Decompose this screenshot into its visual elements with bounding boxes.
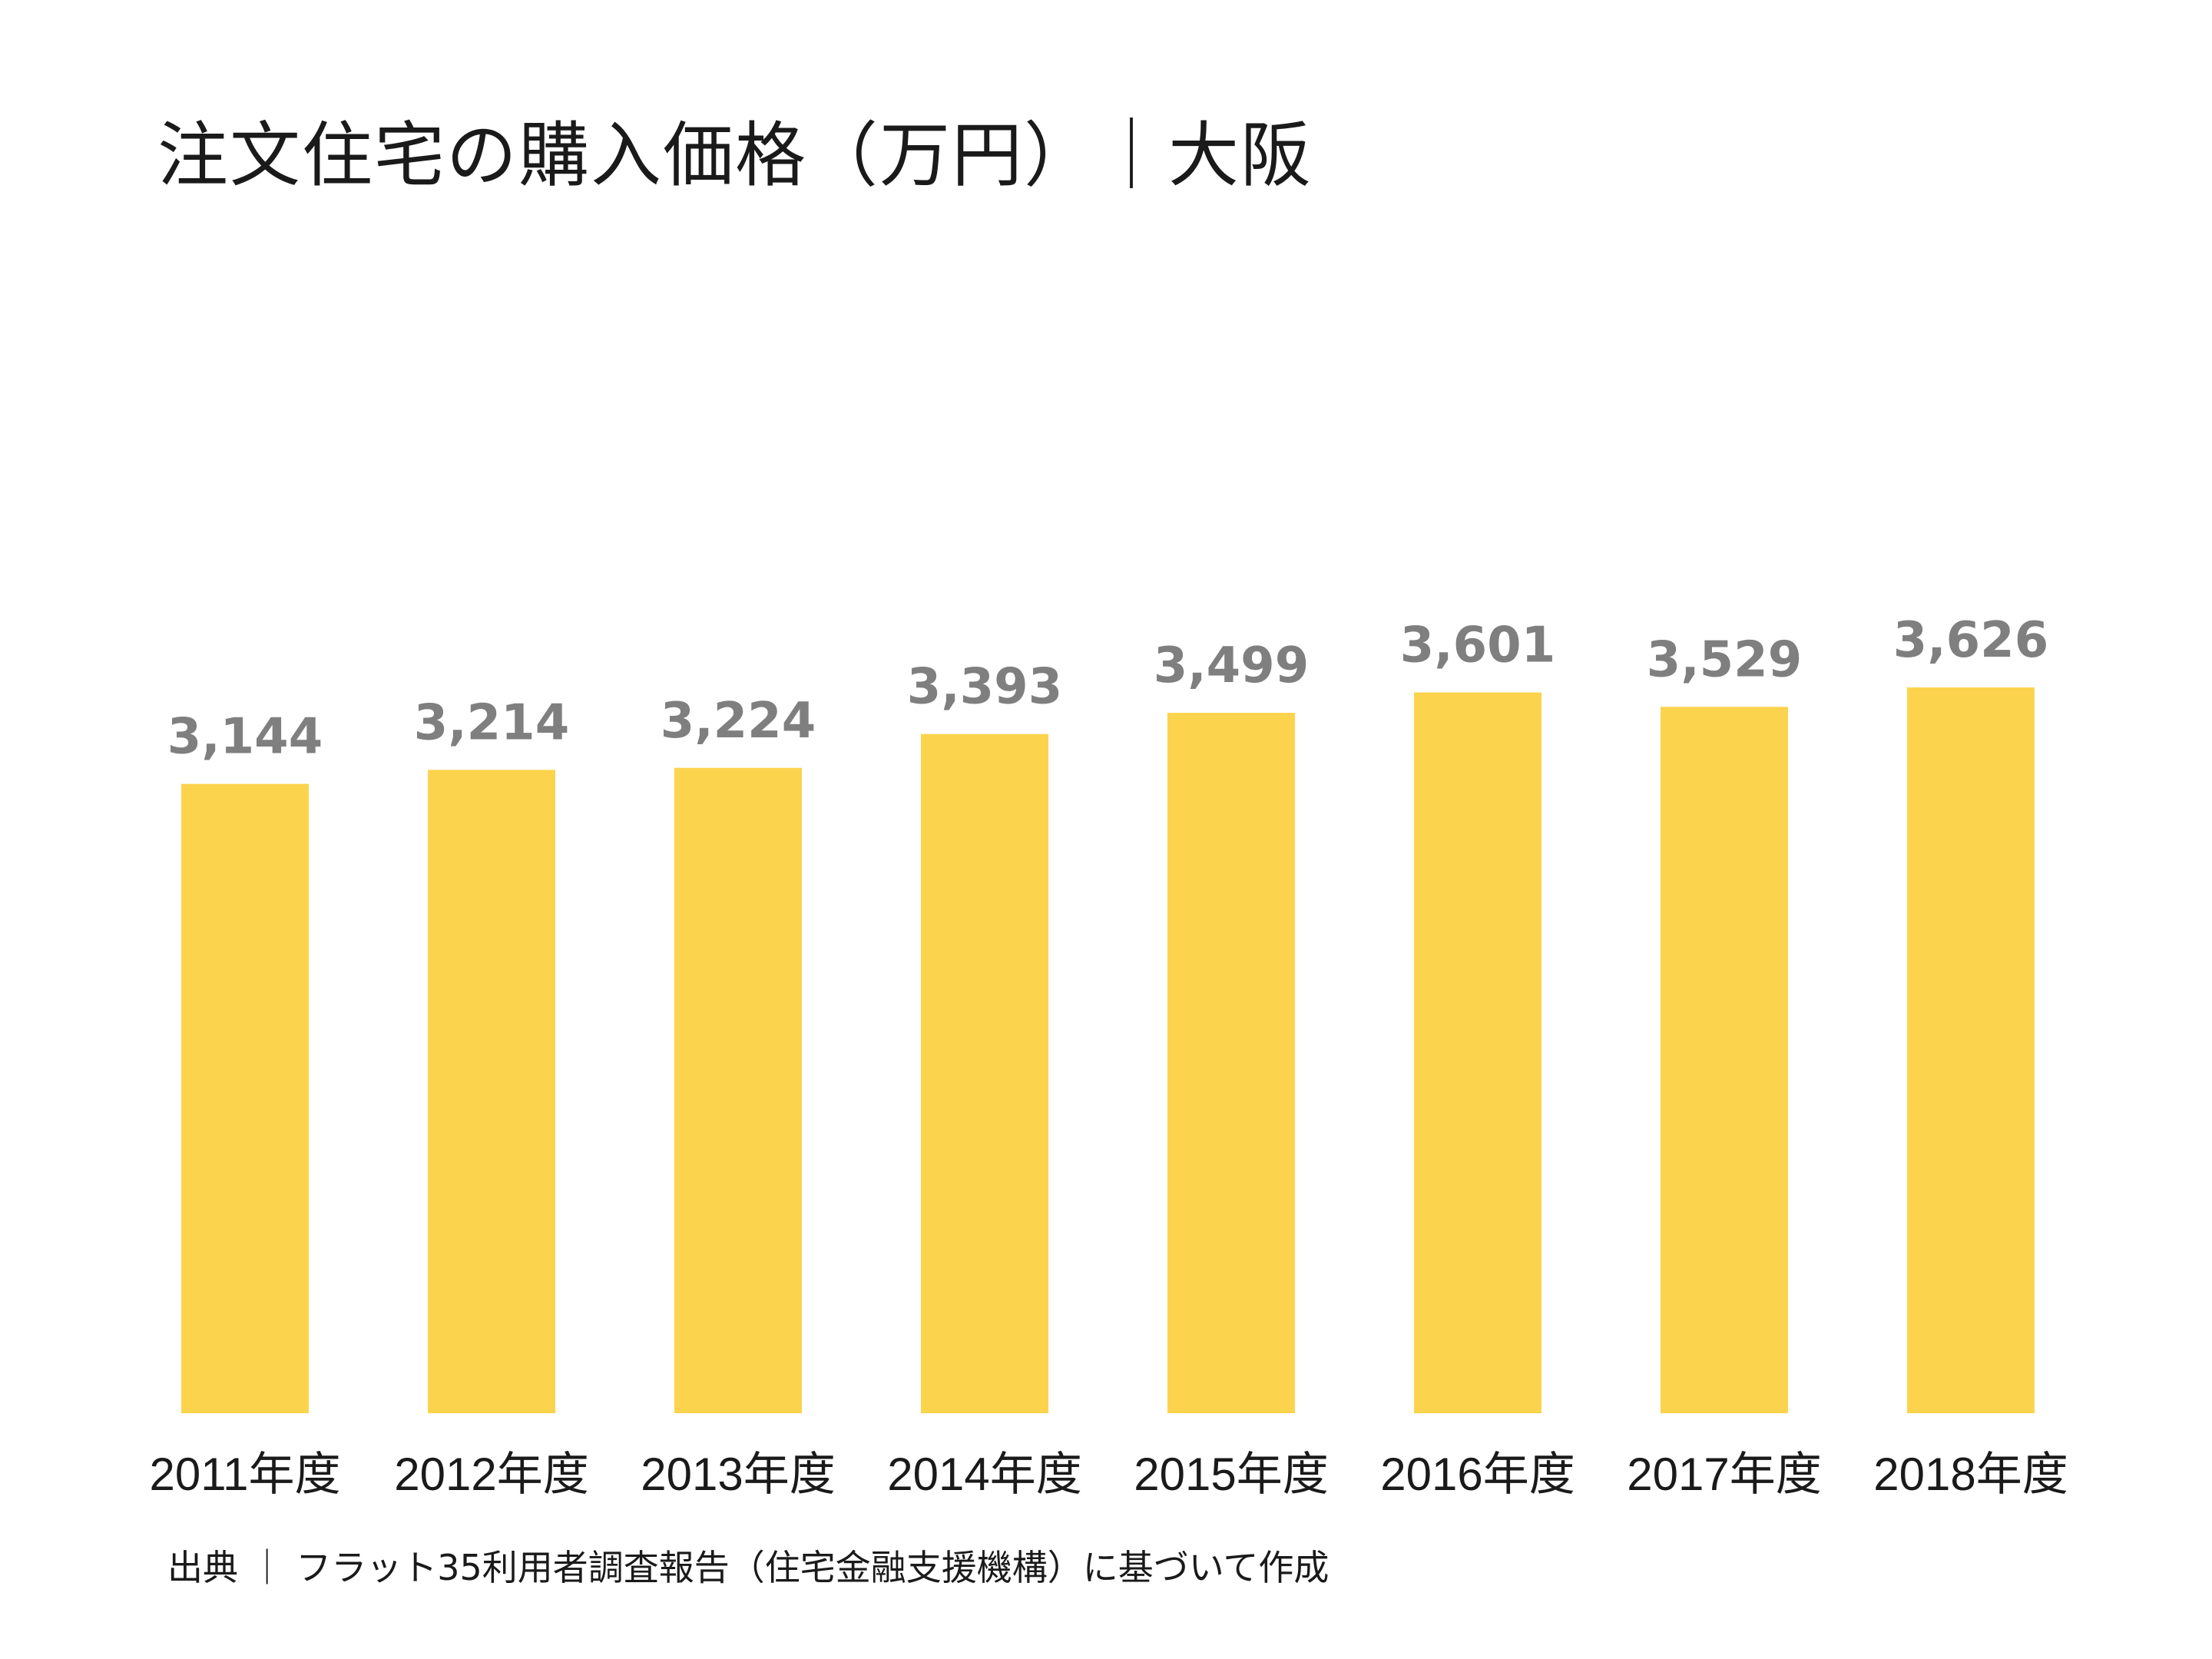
value-labels-group: 3,144 3,214 3,224 3,393 3,499 3,601 3,529 3,626 bbox=[167, 612, 2048, 766]
category-label-2017年度: 2017年度 bbox=[1627, 1449, 1821, 1500]
category-label-2015年度: 2015年度 bbox=[1134, 1449, 1328, 1500]
category-label-2016年度: 2016年度 bbox=[1380, 1449, 1575, 1500]
bar-2016年度 bbox=[1414, 692, 1541, 1413]
value-label-2017年度: 3,529 bbox=[1647, 631, 1802, 688]
category-label-2013年度: 2013年度 bbox=[641, 1449, 835, 1500]
bar-2018年度 bbox=[1907, 687, 2035, 1413]
source-note: 出典 ｜ フラット35利用者調査報告（住宅金融支援機構）に基づいて作成 bbox=[167, 1547, 1330, 1588]
value-label-2018年度: 3,626 bbox=[1893, 612, 2048, 669]
value-label-2011年度: 3,144 bbox=[167, 709, 323, 766]
value-label-2013年度: 3,224 bbox=[661, 693, 816, 750]
bar-2013年度 bbox=[674, 767, 802, 1413]
category-labels-group: 2011年度 2012年度 2013年度 2014年度 2015年度 2016年度 2017… bbox=[149, 1449, 2068, 1500]
value-label-2015年度: 3,499 bbox=[1154, 637, 1309, 694]
bars-group bbox=[181, 687, 2035, 1413]
category-label-2012年度: 2012年度 bbox=[394, 1449, 588, 1500]
chart-title: 注文住宅の購入価格（万円）｜大阪 bbox=[157, 114, 1313, 197]
category-label-2011年度: 2011年度 bbox=[149, 1449, 340, 1500]
value-label-2012年度: 3,214 bbox=[414, 694, 569, 751]
value-label-2016年度: 3,601 bbox=[1400, 618, 1555, 674]
bar-2012年度 bbox=[428, 770, 555, 1413]
category-label-2014年度: 2014年度 bbox=[887, 1449, 1081, 1500]
category-label-2018年度: 2018年度 bbox=[1873, 1449, 2068, 1500]
bar-2015年度 bbox=[1167, 713, 1295, 1413]
bar-2014年度 bbox=[921, 733, 1048, 1413]
bar-2017年度 bbox=[1661, 707, 1788, 1413]
value-label-2014年度: 3,393 bbox=[907, 659, 1062, 716]
bar-2011年度 bbox=[181, 783, 309, 1413]
